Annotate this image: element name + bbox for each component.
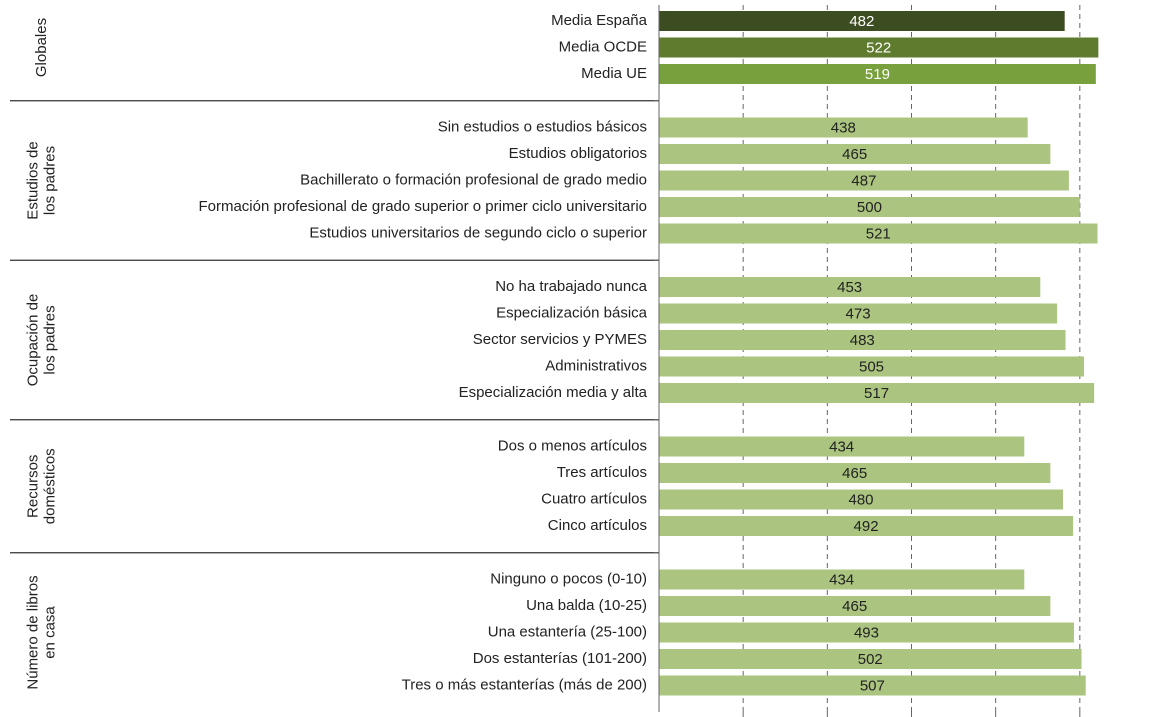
bar [659,223,1098,244]
value-label: 434 [829,438,854,455]
bar [659,383,1095,403]
value-label: 482 [849,13,874,30]
category-label: Media España [551,12,648,29]
value-label: 507 [860,677,885,694]
bar [659,569,1025,590]
category-label: No ha trabajado nunca [495,278,647,295]
bar [659,64,1096,84]
bar [659,303,1058,324]
category-label: Tres o más estanterías (más de 200) [402,676,647,693]
value-label: 438 [831,119,856,136]
value-label: 502 [858,651,883,668]
value-label: 487 [851,172,876,189]
bar [659,649,1082,669]
category-label: Dos estanterías (101-200) [473,650,647,667]
group-label: domésticos [41,448,58,524]
value-label: 473 [846,305,871,322]
value-label: 521 [866,225,891,242]
category-label: Estudios universitarios de segundo ciclo… [309,224,647,241]
value-label: 505 [859,358,884,375]
category-label: Una balda (10-25) [526,597,647,614]
value-label: 500 [857,199,882,216]
group-label: en casa [41,606,58,659]
bar [659,436,1025,457]
bar [659,144,1051,164]
bar [659,330,1066,350]
group-label: Número de libros [24,575,41,689]
category-label: Una estantería (25-100) [488,623,647,640]
category-label: Media OCDE [559,38,647,55]
bar [659,516,1074,536]
category-label: Cinco artículos [548,517,647,534]
value-label: 522 [866,39,891,56]
value-label: 465 [842,465,867,482]
value-label: 483 [850,332,875,349]
category-label: Media UE [581,65,647,82]
group-label: los padres [41,146,58,215]
group-label: Recursos [24,455,41,518]
category-label: Formación profesional de grado superior … [198,198,647,215]
value-label: 493 [854,624,879,641]
category-label: Especialización básica [496,304,648,321]
value-label: 517 [864,385,889,402]
bar [659,277,1041,297]
bar [659,197,1080,217]
category-label: Estudios obligatorios [509,145,647,162]
bar [659,170,1069,191]
value-label: 465 [842,598,867,615]
bar [659,117,1028,138]
value-label: 492 [854,518,879,535]
value-label: 434 [829,571,854,588]
bar [659,675,1086,696]
bar [659,356,1085,377]
value-label: 465 [842,146,867,163]
category-label: Especialización media y alta [459,384,648,401]
category-label: Cuatro artículos [541,490,647,507]
value-label: 480 [848,491,873,508]
bar [659,463,1051,483]
bar [659,596,1051,616]
bar [659,11,1065,31]
bar [659,37,1099,58]
category-label: Administrativos [545,357,647,374]
group-label: Ocupación de [24,294,41,387]
value-label: 519 [865,66,890,83]
bar [659,622,1074,643]
category-label: Dos o menos artículos [498,437,647,454]
value-label: 453 [837,279,862,296]
category-label: Sector servicios y PYMES [473,331,647,348]
group-label: los padres [41,305,58,374]
category-label: Tres artículos [557,464,647,481]
group-label: Estudios de [24,141,41,219]
bar [659,489,1063,510]
category-label: Ninguno o pocos (0-10) [490,570,647,587]
category-label: Bachillerato o formación profesional de … [300,171,647,188]
category-label: Sin estudios o estudios básicos [438,118,647,135]
group-label: Globales [33,18,50,77]
bars [659,11,1099,696]
